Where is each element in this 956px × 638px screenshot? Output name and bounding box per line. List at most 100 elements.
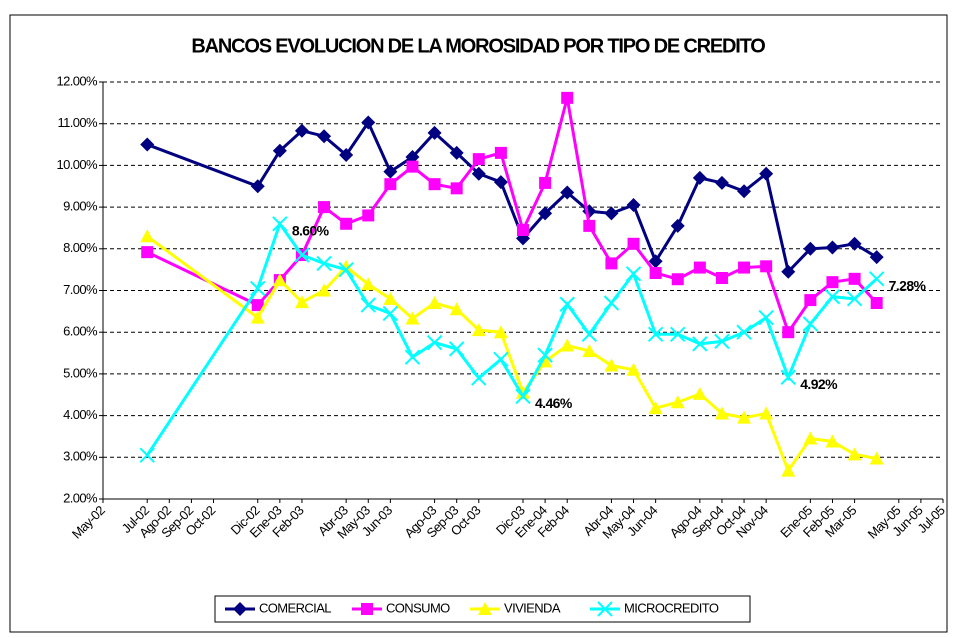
- legend-marker: [478, 602, 492, 615]
- marker: [471, 370, 487, 386]
- y-tick-label: 9.00%: [63, 199, 98, 214]
- data-label: 8.60%: [292, 222, 330, 238]
- marker: [626, 362, 641, 376]
- marker: [647, 326, 664, 342]
- marker: [759, 406, 774, 420]
- marker: [361, 277, 376, 291]
- marker: [406, 160, 419, 173]
- marker: [648, 401, 663, 415]
- marker: [560, 338, 575, 352]
- legend-marker: [597, 601, 613, 617]
- marker: [516, 385, 530, 399]
- marker: [760, 260, 773, 273]
- marker: [382, 305, 399, 322]
- marker: [714, 175, 729, 190]
- marker: [869, 250, 884, 265]
- marker: [560, 185, 575, 200]
- marker: [362, 209, 375, 222]
- marker: [714, 406, 729, 420]
- marker: [561, 91, 574, 104]
- marker: [781, 264, 796, 279]
- legend-label: MICROCREDITO: [624, 600, 719, 615]
- marker: [604, 358, 619, 372]
- marker: [693, 261, 706, 274]
- marker: [427, 125, 442, 140]
- marker: [714, 333, 730, 350]
- marker: [758, 309, 774, 326]
- marker: [670, 395, 685, 409]
- y-tick-label: 2.00%: [63, 490, 98, 505]
- marker: [692, 170, 707, 185]
- marker: [318, 201, 331, 214]
- marker: [471, 323, 486, 337]
- marker: [294, 247, 310, 263]
- marker: [804, 294, 817, 307]
- marker: [272, 143, 287, 158]
- marker: [847, 236, 862, 251]
- marker: [250, 310, 265, 324]
- marker: [803, 241, 818, 256]
- marker: [825, 434, 840, 448]
- marker: [780, 369, 796, 385]
- marker: [515, 388, 531, 405]
- series-line: [145, 220, 878, 457]
- marker: [670, 326, 686, 342]
- marker: [738, 261, 751, 274]
- marker: [494, 146, 507, 159]
- marker: [251, 299, 264, 312]
- marker: [603, 295, 620, 311]
- marker: [361, 115, 376, 130]
- marker: [405, 311, 420, 325]
- y-tick-label: 10.00%: [57, 157, 99, 172]
- legend-label: COMERCIAL: [259, 600, 331, 615]
- marker: [384, 178, 397, 191]
- marker: [627, 237, 640, 250]
- marker: [781, 463, 796, 477]
- legend-label: CONSUMO: [386, 600, 450, 615]
- marker: [448, 341, 465, 357]
- marker: [583, 219, 596, 232]
- marker: [670, 218, 685, 233]
- y-tick-label: 8.00%: [63, 240, 98, 255]
- marker: [625, 266, 642, 282]
- marker: [582, 343, 597, 357]
- marker: [250, 179, 265, 194]
- marker: [868, 271, 885, 287]
- marker: [803, 431, 818, 445]
- legend-label: VIVIENDA: [504, 600, 561, 615]
- marker: [383, 291, 398, 305]
- marker: [538, 206, 553, 221]
- marker: [736, 324, 752, 340]
- marker: [517, 224, 529, 237]
- y-tick-label: 3.00%: [63, 449, 98, 464]
- data-label: 7.28%: [889, 278, 927, 294]
- marker: [539, 176, 552, 189]
- chart-border: [9, 14, 948, 633]
- marker: [140, 137, 155, 152]
- marker: [846, 291, 863, 307]
- marker: [316, 255, 332, 272]
- y-tick-label: 5.00%: [63, 365, 98, 380]
- marker: [870, 297, 883, 310]
- marker: [339, 147, 354, 162]
- marker: [141, 246, 154, 259]
- marker: [449, 302, 464, 316]
- marker: [847, 447, 862, 461]
- y-tick-label: 11.00%: [57, 115, 98, 130]
- marker: [426, 334, 443, 351]
- data-label: 4.46%: [535, 395, 573, 411]
- marker: [759, 166, 774, 181]
- marker: [824, 289, 841, 305]
- marker: [338, 261, 354, 278]
- marker: [715, 271, 728, 284]
- marker: [317, 283, 332, 297]
- marker: [140, 229, 155, 243]
- y-tick-label: 7.00%: [63, 282, 98, 297]
- marker: [428, 178, 441, 191]
- marker: [826, 276, 839, 289]
- marker: [802, 316, 819, 332]
- marker: [250, 280, 266, 297]
- marker: [383, 164, 398, 179]
- marker: [493, 351, 509, 368]
- legend-marker: [233, 602, 247, 616]
